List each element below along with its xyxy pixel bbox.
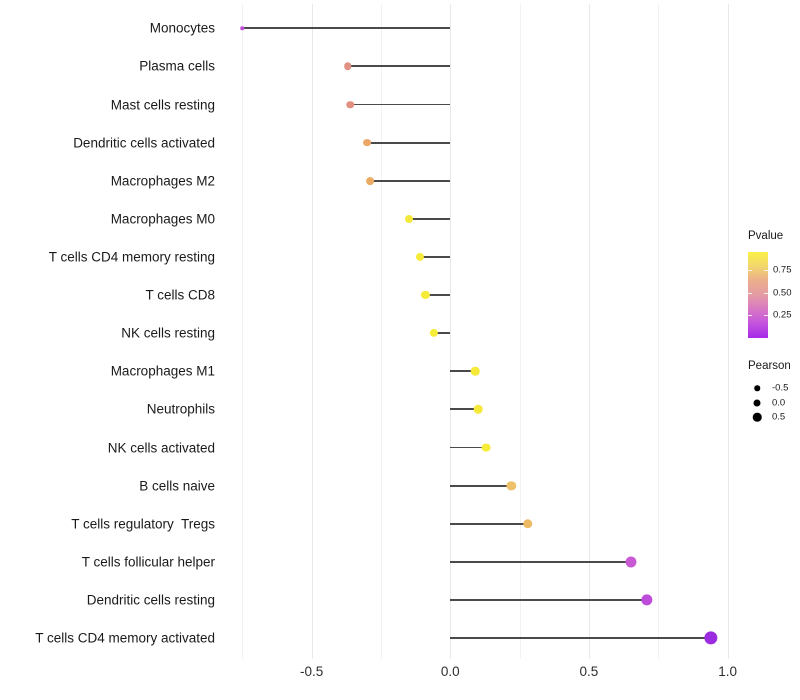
data-point <box>471 367 480 376</box>
y-axis-label: T cells regulatory Tregs <box>71 516 215 532</box>
colorbar-tick-mark <box>764 315 768 316</box>
lollipop-segment <box>242 27 451 30</box>
pvalue-legend-title: Pvalue <box>748 230 784 242</box>
data-point <box>363 138 372 147</box>
data-point <box>404 214 413 223</box>
y-axis-label: Macrophages M1 <box>110 363 215 379</box>
pvalue-tick-label: 0.75 <box>773 264 792 276</box>
grid-line-minor <box>519 4 521 659</box>
pearson-legend-title: Pearson <box>748 360 791 372</box>
lollipop-segment <box>419 256 451 258</box>
y-axis-label: Monocytes <box>149 20 215 36</box>
pearson-legend-dot <box>753 399 761 407</box>
data-point <box>346 100 355 109</box>
lollipop-segment <box>450 522 528 525</box>
pvalue-tick-label: 0.50 <box>773 287 792 298</box>
lollipop-segment <box>450 484 512 487</box>
pvalue-tick-label: 0.25 <box>773 309 792 321</box>
data-point <box>481 443 491 452</box>
pearson-legend-label: 0.5 <box>772 411 786 423</box>
grid-line-minor <box>658 4 660 659</box>
lollipop-segment <box>408 217 451 220</box>
data-point <box>240 26 245 31</box>
lollipop-segment <box>450 408 479 411</box>
colorbar-tick-mark <box>764 270 768 271</box>
colorbar-tick-mark <box>748 292 752 294</box>
pearson-legend-label: 0.0 <box>772 397 786 409</box>
y-axis-label: NK cells resting <box>121 325 215 341</box>
lollipop-segment <box>433 332 451 335</box>
x-axis-tick-label: -0.5 <box>300 664 324 679</box>
data-point <box>506 480 516 491</box>
data-point <box>473 405 483 414</box>
grid-line-major <box>727 4 729 659</box>
data-point <box>523 518 533 529</box>
pearson-legend-label: -0.5 <box>772 382 789 394</box>
data-point <box>365 176 374 185</box>
lollipop-segment <box>347 65 451 68</box>
data-point <box>704 631 718 645</box>
data-point <box>429 329 438 338</box>
pvalue-colorbar <box>748 252 768 338</box>
lollipop-segment <box>450 446 487 449</box>
grid-line-minor <box>380 4 382 659</box>
y-axis-label: Mast cells resting <box>110 97 215 113</box>
plot-panel <box>227 4 739 659</box>
y-axis-labels: Monocytes Plasma cells Mast cells resting D… <box>0 0 215 700</box>
data-point <box>415 252 424 261</box>
lollipop-segment <box>450 370 476 373</box>
lollipop-segment <box>350 103 451 106</box>
lollipop-segment <box>369 179 451 182</box>
colorbar-tick-mark <box>748 270 752 271</box>
y-axis-label: Dendritic cells resting <box>86 592 215 608</box>
y-axis-label: Macrophages M2 <box>110 173 215 189</box>
grid-line-major <box>588 4 590 659</box>
y-axis-label: NK cells activated <box>107 440 215 455</box>
y-axis-label: T cells CD8 <box>145 287 215 303</box>
data-point <box>625 556 637 568</box>
data-point <box>641 594 653 606</box>
lollipop-segment <box>450 637 711 639</box>
y-axis-label: Dendritic cells activated <box>73 135 215 151</box>
y-axis-label: T cells CD4 memory activated <box>35 630 215 646</box>
y-axis-label: Plasma cells <box>139 58 215 74</box>
grid-line-minor <box>242 4 244 659</box>
x-axis-tick-label: 0.0 <box>440 664 460 679</box>
y-axis-label: Macrophages M0 <box>110 211 215 227</box>
x-axis-tick-label: 1.0 <box>718 664 737 679</box>
lollipop-segment <box>450 560 631 563</box>
y-axis-label: T cells follicular helper <box>81 554 215 570</box>
pearson-legend-dot <box>754 385 760 391</box>
y-axis-label: T cells CD4 memory resting <box>48 249 215 265</box>
data-point <box>343 62 352 71</box>
colorbar-tick-mark <box>764 292 768 294</box>
lollipop-segment <box>367 141 451 144</box>
data-point <box>421 290 430 300</box>
pearson-legend-dot <box>752 412 762 422</box>
grid-line-major <box>311 4 313 659</box>
lollipop-segment <box>450 599 648 601</box>
y-axis-label: B cells naive <box>139 478 215 494</box>
y-axis-label: Neutrophils <box>146 401 215 417</box>
lollipop-segment <box>425 294 451 296</box>
x-axis-tick-label: 0.5 <box>579 664 599 679</box>
grid-line-major <box>450 4 452 659</box>
colorbar-tick-mark <box>748 315 752 316</box>
